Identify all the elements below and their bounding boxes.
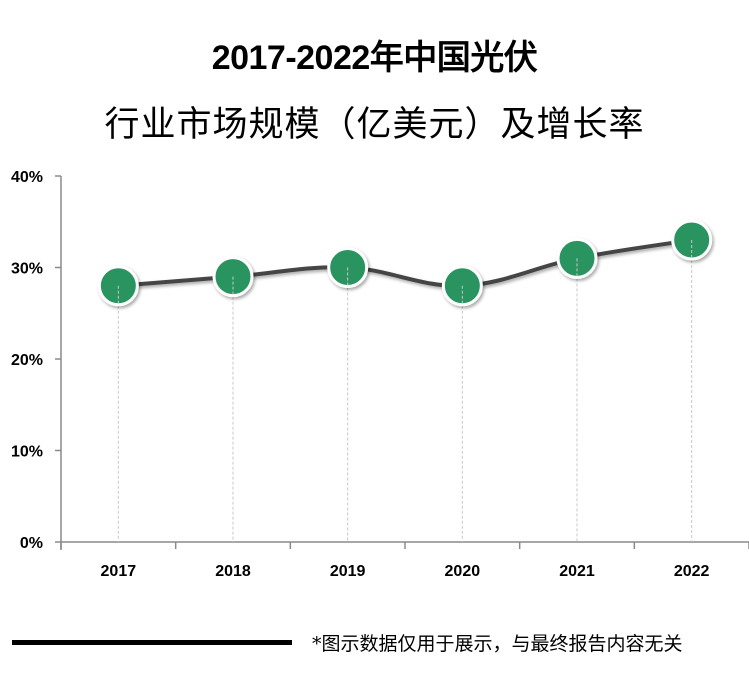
data-markers <box>97 219 713 307</box>
chart-title-line-2: 行业市场规模（亿美元）及增长率 <box>104 105 645 145</box>
chart-title-line-1: 2017-2022年中国光伏 <box>211 39 538 77</box>
footer-divider <box>12 640 292 645</box>
x-tick-label: 2017 <box>101 563 137 580</box>
y-tick-label: 20% <box>11 352 43 369</box>
y-axis: 0% 10% 20% 30% 40% <box>11 169 62 552</box>
drop-lines <box>117 240 693 542</box>
footer-disclaimer: *图示数据仅用于展示，与最终报告内容无关 <box>312 633 683 655</box>
data-point-marker <box>671 219 713 261</box>
y-tick-label: 0% <box>20 535 43 552</box>
x-axis: 2017 2018 2019 2020 2021 2022 <box>60 541 749 580</box>
x-tick-label: 2019 <box>330 563 366 580</box>
x-tick-label: 2018 <box>215 563 251 580</box>
y-tick-label: 10% <box>11 444 43 461</box>
y-tick-label: 30% <box>11 261 43 278</box>
series-line <box>116 238 694 288</box>
x-tick-label: 2021 <box>559 563 595 580</box>
growth-rate-line <box>116 238 694 288</box>
x-tick-label: 2020 <box>445 563 481 580</box>
x-tick-label: 2022 <box>674 563 710 580</box>
y-tick-label: 40% <box>11 169 43 186</box>
